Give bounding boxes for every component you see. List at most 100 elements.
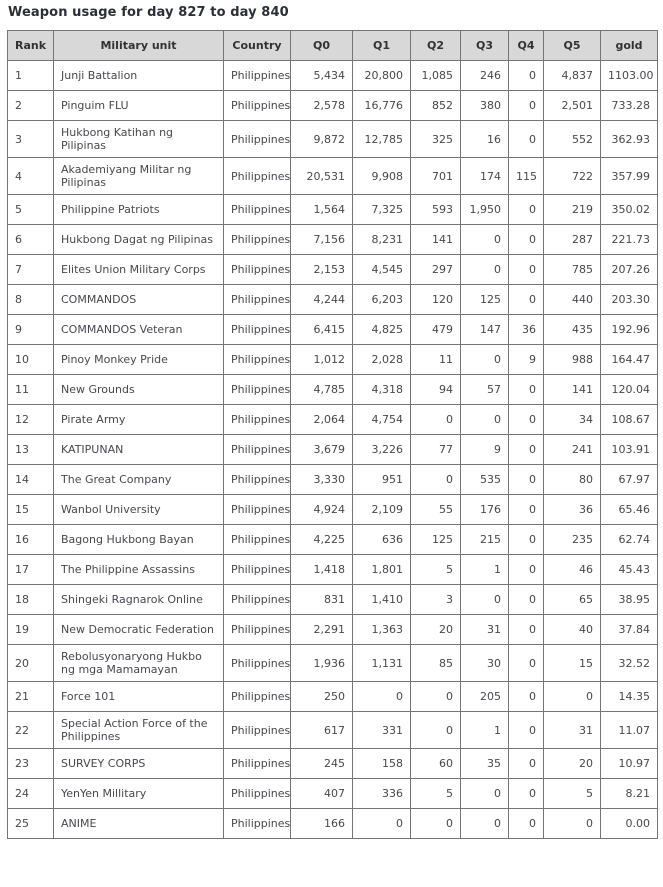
table-row: 24 YenYen Millitary Philippines 407 336 5 0 0 5 8… <box>7 778 658 809</box>
q3-cell: 246 <box>460 60 509 91</box>
table-row: 3 Hukbong Katihan ng Pilipinas Philippines… <box>7 120 658 158</box>
q3-cell: 1 <box>460 554 509 585</box>
q5-cell: 287 <box>543 224 601 255</box>
q5-cell: 219 <box>543 194 601 225</box>
q5-cell: 65 <box>543 584 601 615</box>
q5-cell: 20 <box>543 748 601 779</box>
q2-cell: 0 <box>410 711 461 749</box>
q2-cell: 0 <box>410 681 461 712</box>
country-cell: Philippines <box>223 778 291 809</box>
rank-cell: 4 <box>7 157 54 195</box>
q4-cell: 0 <box>508 284 544 315</box>
q1-cell: 1,410 <box>352 584 411 615</box>
military-unit-cell: Philippine Patriots <box>53 194 224 225</box>
q0-cell: 4,924 <box>290 494 353 525</box>
column-header-gold: gold <box>600 30 658 61</box>
q0-cell: 2,153 <box>290 254 353 285</box>
country-cell: Philippines <box>223 314 291 345</box>
q0-cell: 6,415 <box>290 314 353 345</box>
q4-cell: 0 <box>508 60 544 91</box>
q5-cell: 435 <box>543 314 601 345</box>
q1-cell: 2,028 <box>352 344 411 375</box>
q1-cell: 12,785 <box>352 120 411 158</box>
q0-cell: 9,872 <box>290 120 353 158</box>
gold-cell: 203.30 <box>600 284 658 315</box>
gold-cell: 120.04 <box>600 374 658 405</box>
q3-cell: 0 <box>460 344 509 375</box>
gold-cell: 207.26 <box>600 254 658 285</box>
military-unit-cell: Hukbong Dagat ng Pilipinas <box>53 224 224 255</box>
q3-cell: 147 <box>460 314 509 345</box>
gold-cell: 357.99 <box>600 157 658 195</box>
gold-cell: 11.07 <box>600 711 658 749</box>
q0-cell: 407 <box>290 778 353 809</box>
q1-cell: 636 <box>352 524 411 555</box>
country-cell: Philippines <box>223 374 291 405</box>
q0-cell: 2,578 <box>290 90 353 121</box>
rank-cell: 23 <box>7 748 54 779</box>
q5-cell: 241 <box>543 434 601 465</box>
rank-cell: 24 <box>7 778 54 809</box>
table-row: 14 The Great Company Philippines 3,330 951 0 5… <box>7 464 658 495</box>
q4-cell: 0 <box>508 464 544 495</box>
military-unit-cell: Shingeki Ragnarok Online <box>53 584 224 615</box>
q1-cell: 9,908 <box>352 157 411 195</box>
q2-cell: 20 <box>410 614 461 645</box>
q2-cell: 701 <box>410 157 461 195</box>
q1-cell: 8,231 <box>352 224 411 255</box>
country-cell: Philippines <box>223 748 291 779</box>
country-cell: Philippines <box>223 494 291 525</box>
country-cell: Philippines <box>223 584 291 615</box>
q0-cell: 250 <box>290 681 353 712</box>
q0-cell: 5,434 <box>290 60 353 91</box>
q1-cell: 4,825 <box>352 314 411 345</box>
gold-cell: 1103.00 <box>600 60 658 91</box>
q0-cell: 2,291 <box>290 614 353 645</box>
q2-cell: 0 <box>410 808 461 839</box>
q2-cell: 125 <box>410 524 461 555</box>
q4-cell: 0 <box>508 778 544 809</box>
q5-cell: 5 <box>543 778 601 809</box>
q3-cell: 1 <box>460 711 509 749</box>
country-cell: Philippines <box>223 254 291 285</box>
table-row: 8 COMMANDOS Philippines 4,244 6,203 120 125 0 44… <box>7 284 658 315</box>
military-unit-cell: SURVEY CORPS <box>53 748 224 779</box>
gold-cell: 0.00 <box>600 808 658 839</box>
column-header-rank: Rank <box>7 30 54 61</box>
country-cell: Philippines <box>223 644 291 682</box>
table-row: 7 Elites Union Military Corps Philippines 2… <box>7 254 658 285</box>
q4-cell: 0 <box>508 254 544 285</box>
q3-cell: 0 <box>460 224 509 255</box>
military-unit-cell: The Great Company <box>53 464 224 495</box>
q2-cell: 479 <box>410 314 461 345</box>
q0-cell: 7,156 <box>290 224 353 255</box>
table-row: 19 New Democratic Federation Philippines 2,… <box>7 614 658 645</box>
q4-cell: 0 <box>508 224 544 255</box>
country-cell: Philippines <box>223 284 291 315</box>
column-header-military-unit: Military unit <box>53 30 224 61</box>
country-cell: Philippines <box>223 808 291 839</box>
military-unit-cell: Junji Battalion <box>53 60 224 91</box>
rank-cell: 25 <box>7 808 54 839</box>
military-unit-cell: Special Action Force of the Philippines <box>53 711 224 749</box>
q2-cell: 94 <box>410 374 461 405</box>
table-row: 15 Wanbol University Philippines 4,924 2,109… <box>7 494 658 525</box>
q2-cell: 852 <box>410 90 461 121</box>
q5-cell: 46 <box>543 554 601 585</box>
q2-cell: 325 <box>410 120 461 158</box>
q5-cell: 440 <box>543 284 601 315</box>
q1-cell: 1,131 <box>352 644 411 682</box>
military-unit-cell: Pirate Army <box>53 404 224 435</box>
q3-cell: 205 <box>460 681 509 712</box>
q1-cell: 4,545 <box>352 254 411 285</box>
q4-cell: 0 <box>508 120 544 158</box>
q3-cell: 0 <box>460 254 509 285</box>
q4-cell: 0 <box>508 194 544 225</box>
q4-cell: 0 <box>508 711 544 749</box>
q0-cell: 166 <box>290 808 353 839</box>
gold-cell: 362.93 <box>600 120 658 158</box>
country-cell: Philippines <box>223 344 291 375</box>
q0-cell: 3,330 <box>290 464 353 495</box>
q4-cell: 0 <box>508 524 544 555</box>
country-cell: Philippines <box>223 120 291 158</box>
